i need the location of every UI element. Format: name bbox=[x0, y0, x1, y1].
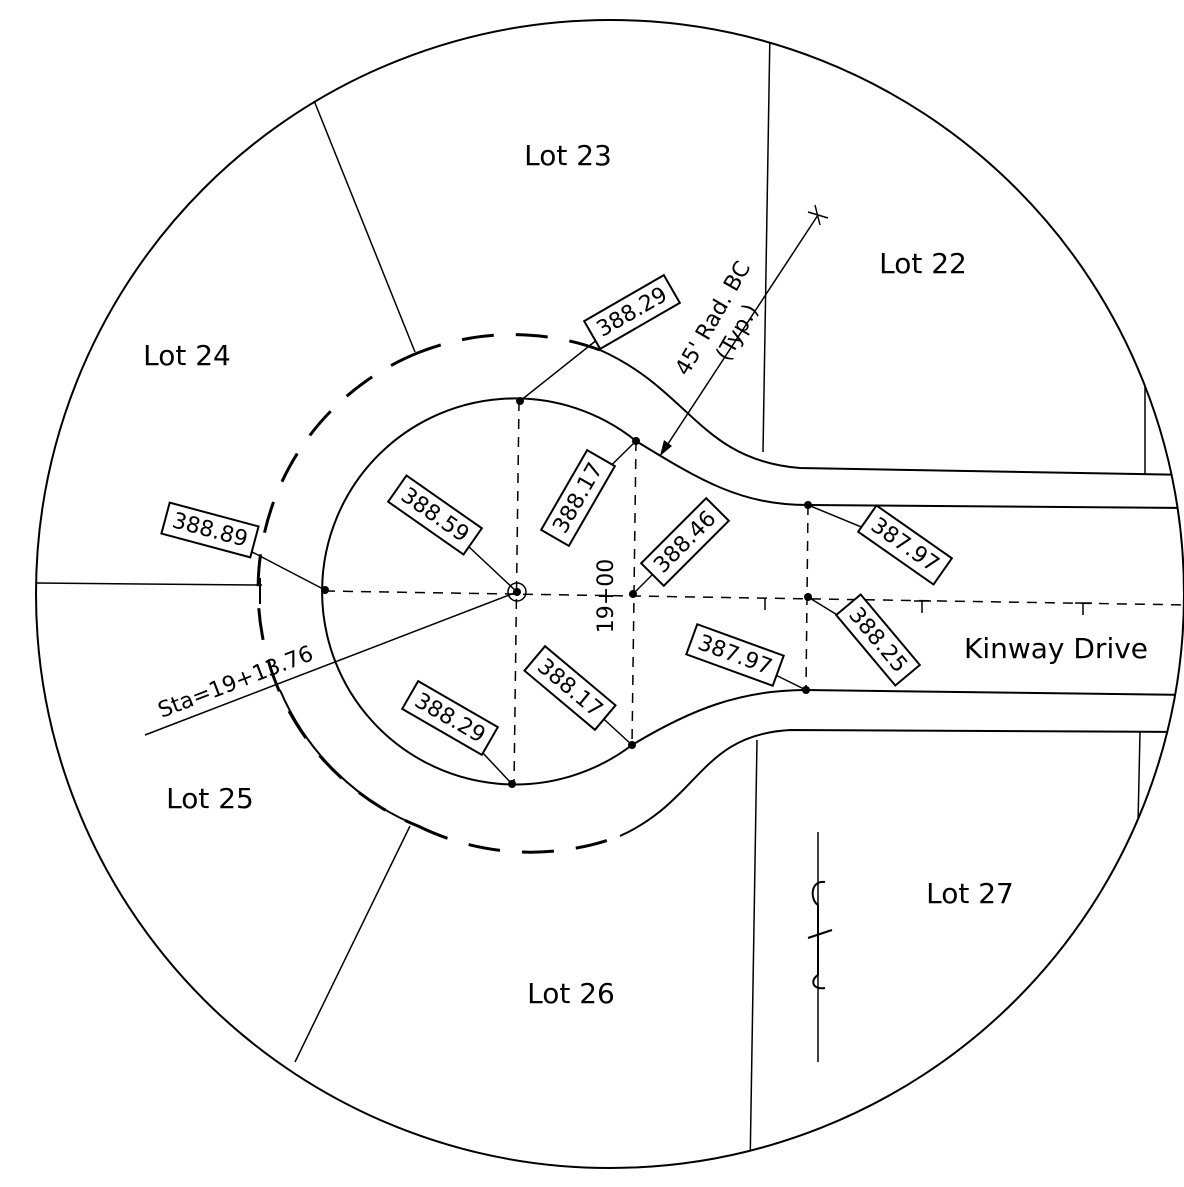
leaders bbox=[210, 312, 905, 788]
point bbox=[802, 686, 810, 694]
station-label: 19+00 bbox=[594, 559, 619, 633]
elevation-label: 387.97 bbox=[686, 624, 783, 686]
elevation-label: 387.97 bbox=[858, 506, 952, 585]
lot-label: Lot 27 bbox=[926, 877, 1014, 910]
point bbox=[804, 593, 812, 601]
elevation-label: 388.29 bbox=[402, 681, 498, 755]
elevation-label: 388.46 bbox=[641, 498, 729, 586]
elevation-text: 388.46 bbox=[649, 506, 721, 578]
street-name: Kinway Drive bbox=[964, 632, 1148, 665]
elevation-label: 388.17 bbox=[541, 450, 615, 546]
elevation-label: 388.17 bbox=[524, 646, 615, 730]
point bbox=[513, 588, 521, 596]
point bbox=[508, 780, 516, 788]
elevation-label: 388.89 bbox=[161, 503, 258, 558]
drawing: Lot 23 Lot 22 Lot 24 Lot 25 Lot 26 Lot 27 Kinw… bbox=[0, 0, 1184, 1187]
point bbox=[804, 501, 812, 509]
point bbox=[632, 437, 640, 445]
lot-label: Lot 24 bbox=[143, 339, 231, 372]
elevation-label: 388.29 bbox=[584, 275, 680, 349]
point bbox=[629, 590, 637, 598]
elevation-label: 388.59 bbox=[388, 476, 482, 555]
point bbox=[516, 397, 524, 405]
lot-label: Lot 26 bbox=[527, 977, 615, 1010]
point bbox=[321, 586, 329, 594]
lot-label: Lot 23 bbox=[524, 139, 612, 172]
station-note: Sta=19+13.76 bbox=[155, 641, 317, 723]
lot-label: Lot 25 bbox=[166, 782, 254, 815]
elevation-label: 388.25 bbox=[836, 594, 920, 685]
lot-label: Lot 22 bbox=[879, 247, 967, 280]
point bbox=[628, 741, 636, 749]
